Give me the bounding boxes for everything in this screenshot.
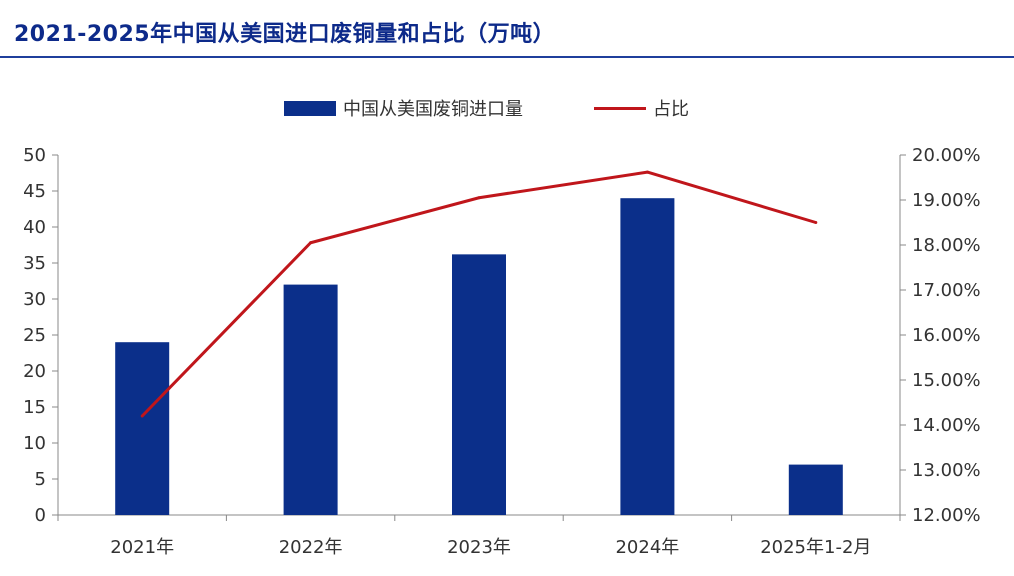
- line-point: [309, 241, 313, 245]
- line-point: [645, 170, 649, 174]
- y2-tick-label: 20.00%: [912, 145, 981, 166]
- y2-tick-label: 15.00%: [912, 370, 981, 391]
- y-tick-label: 50: [23, 145, 46, 166]
- y-tick-label: 5: [35, 469, 46, 490]
- bar: [788, 464, 843, 515]
- x-tick-label: 2021年: [110, 537, 174, 558]
- y2-tick-label: 16.00%: [912, 325, 981, 346]
- x-tick-label: 2023年: [447, 537, 511, 558]
- bar-series: [115, 198, 843, 516]
- chart-title: 2021-2025年中国从美国进口废铜量和占比（万吨）: [14, 22, 556, 47]
- title-underline: [0, 56, 1014, 58]
- y-tick-label: 15: [23, 397, 46, 418]
- legend-label-line: 占比: [653, 99, 689, 120]
- x-tick-label: 2022年: [279, 537, 343, 558]
- y-tick-label: 20: [23, 361, 46, 382]
- x-tick-label: 2024年: [615, 537, 679, 558]
- y2-tick-label: 18.00%: [912, 235, 981, 256]
- y-tick-label: 35: [23, 253, 46, 274]
- y2-tick-label: 13.00%: [912, 460, 981, 481]
- legend-label-bar: 中国从美国废铜进口量: [343, 99, 523, 120]
- y2-tick-label: 12.00%: [912, 505, 981, 526]
- line-point: [140, 414, 144, 418]
- y-tick-label: 10: [23, 433, 46, 454]
- tick-labels: 0 5 10 15 20 25 30 35 40 45 50 12.00% 13.00% 14.00% 15…: [23, 145, 981, 558]
- line-series: [140, 170, 818, 418]
- y-tick-label: 45: [23, 181, 46, 202]
- y-tick-label: 30: [23, 289, 46, 310]
- bar: [283, 284, 338, 515]
- bar: [115, 342, 170, 515]
- y2-tick-label: 17.00%: [912, 280, 981, 301]
- bar: [452, 254, 506, 516]
- y2-tick-label: 14.00%: [912, 415, 981, 436]
- line-point: [814, 221, 818, 224]
- x-tick-label: 2025年1-2月: [760, 537, 871, 558]
- line-point: [477, 196, 481, 200]
- y-tick-label: 25: [23, 325, 46, 346]
- y-tick-label: 0: [35, 505, 46, 526]
- y2-tick-label: 19.00%: [912, 190, 981, 211]
- bar: [620, 198, 675, 515]
- y-tick-label: 40: [23, 217, 46, 238]
- legend-swatch-bar: [284, 101, 336, 116]
- legend: 中国从美国废铜进口量 占比: [284, 99, 689, 120]
